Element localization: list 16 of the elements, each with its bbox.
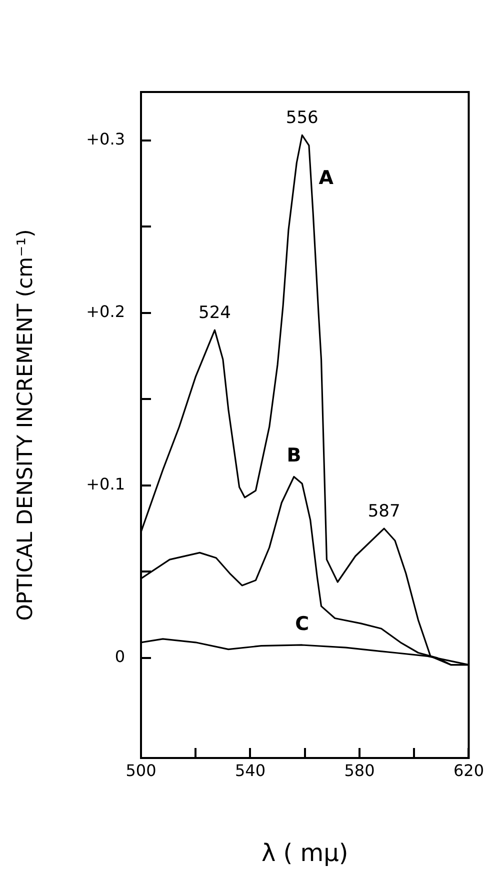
y-tick-label: +0.3 xyxy=(86,129,125,148)
x-tick-label: 500 xyxy=(126,760,156,780)
y-tick-label: +0.2 xyxy=(86,302,125,322)
series-label: B xyxy=(286,444,302,467)
series-label: C xyxy=(295,612,310,635)
x-tick-label: 580 xyxy=(344,760,375,780)
y-tick-label: +0.1 xyxy=(86,474,125,494)
annotation: 587 xyxy=(368,501,400,522)
x-axis-title: λ ( mμ) xyxy=(261,838,348,867)
annotation: 556 xyxy=(286,108,318,128)
y-axis-title: OPTICAL DENSITY INCREMENT (cm⁻¹) xyxy=(13,229,38,621)
x-tick-label: 540 xyxy=(234,760,266,780)
y-tick-label: 0 xyxy=(114,647,125,666)
x-tick-label: 620 xyxy=(453,760,484,780)
annotation: 524 xyxy=(198,303,231,324)
series-label: A xyxy=(318,167,334,190)
